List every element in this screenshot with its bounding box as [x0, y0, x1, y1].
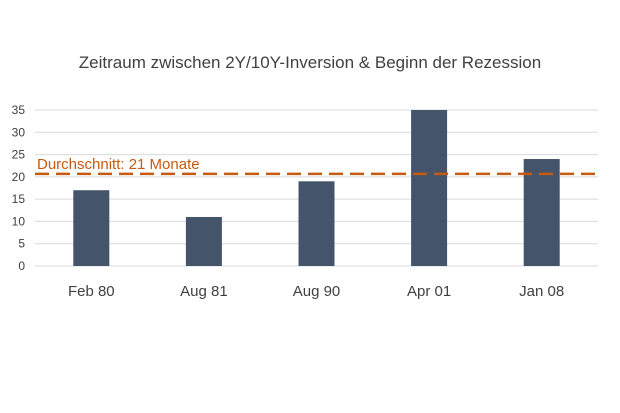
bar-aug-90 — [298, 181, 335, 266]
y-tick-label: 15 — [12, 192, 26, 206]
y-tick-label: 5 — [18, 237, 25, 251]
bar-apr-01 — [411, 110, 448, 266]
y-tick-label: 25 — [12, 148, 26, 162]
bar-feb-80 — [73, 190, 110, 266]
y-tick-label: 10 — [12, 214, 26, 228]
x-tick-label: Aug 81 — [180, 283, 228, 300]
chart-title: Zeitraum zwischen 2Y/10Y-Inversion & Beg… — [78, 53, 542, 72]
y-tick-label: 0 — [18, 259, 25, 273]
bar-aug-81 — [185, 216, 222, 266]
x-tick-label: Apr 01 — [407, 283, 451, 300]
x-tick-label: Aug 90 — [293, 283, 341, 300]
y-tick-label: 20 — [12, 170, 26, 184]
x-tick-label: Jan 08 — [519, 283, 564, 300]
y-tick-label: 30 — [12, 125, 26, 139]
bar-jan-08 — [523, 159, 560, 266]
average-label: Durchschnitt: 21 Monate — [37, 156, 200, 173]
x-tick-label: Feb 80 — [68, 283, 115, 300]
y-tick-label: 35 — [12, 103, 26, 117]
